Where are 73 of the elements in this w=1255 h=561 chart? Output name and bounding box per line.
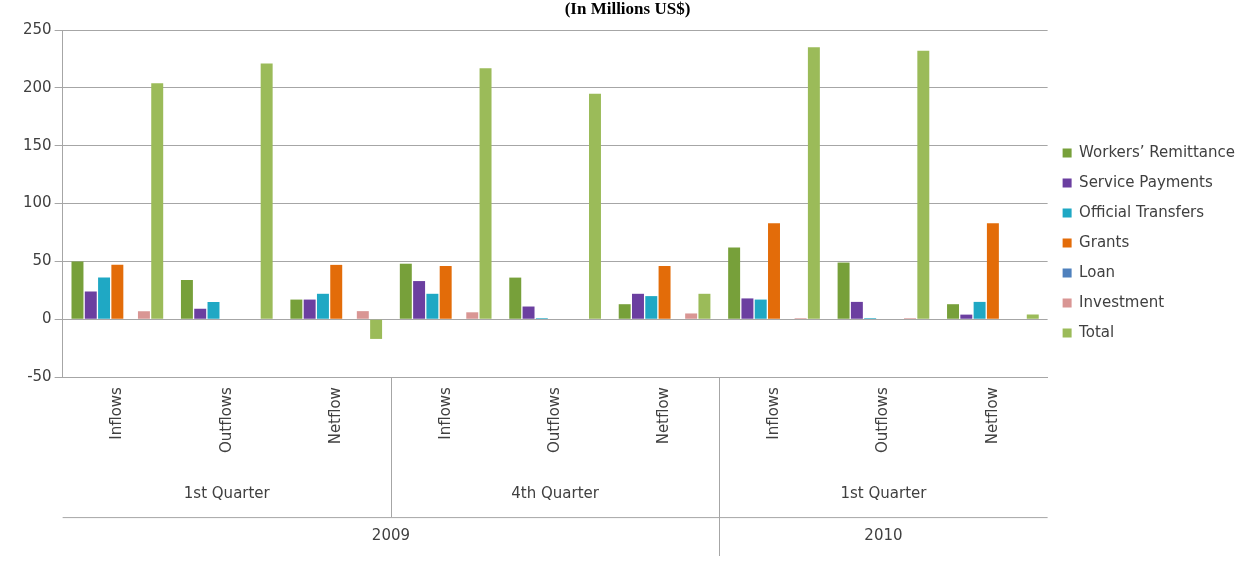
text: 2010 bbox=[864, 526, 903, 545]
y-tick-label: 100 bbox=[22, 193, 52, 212]
bar bbox=[98, 277, 111, 319]
bar bbox=[111, 264, 124, 319]
legend-label: Grants bbox=[1079, 232, 1130, 251]
bar bbox=[618, 304, 631, 319]
bar bbox=[947, 304, 959, 319]
legend-label: Service Payments bbox=[1079, 172, 1213, 191]
bar bbox=[207, 301, 220, 319]
bar bbox=[768, 223, 780, 319]
bar bbox=[439, 266, 452, 319]
legend-label: Investment bbox=[1079, 292, 1165, 311]
x-tick-label: Outflows bbox=[545, 386, 564, 453]
bar bbox=[807, 47, 820, 319]
bar bbox=[290, 299, 303, 319]
bar bbox=[71, 261, 84, 319]
bar bbox=[658, 266, 671, 319]
text: 2009 bbox=[371, 526, 411, 545]
bar bbox=[698, 293, 711, 319]
bar bbox=[522, 306, 535, 319]
bar bbox=[754, 299, 767, 319]
bar bbox=[399, 263, 412, 319]
x-tick-label: Inflows bbox=[763, 386, 782, 440]
x-tick-label: Inflows bbox=[107, 386, 126, 440]
y-tick-label: -50 bbox=[27, 366, 52, 385]
bar bbox=[426, 293, 439, 319]
bar bbox=[413, 281, 426, 319]
bar bbox=[685, 313, 698, 319]
bar bbox=[986, 223, 999, 319]
bar bbox=[180, 279, 193, 319]
bar bbox=[850, 301, 863, 319]
bar bbox=[194, 308, 207, 319]
bar bbox=[260, 63, 273, 319]
bar bbox=[330, 264, 343, 319]
bar bbox=[960, 314, 973, 319]
legend-label: Loan bbox=[1079, 262, 1116, 281]
y-tick-label: 250 bbox=[22, 19, 52, 38]
legend-label: Workers’ Remittance bbox=[1079, 142, 1235, 161]
x-tick-label: Netflow bbox=[982, 387, 1001, 445]
bar bbox=[356, 311, 369, 319]
x-tick-label: Outflows bbox=[216, 386, 235, 453]
text: 1st Quarter bbox=[183, 484, 271, 503]
bar bbox=[632, 293, 644, 319]
bar bbox=[509, 277, 522, 319]
bar bbox=[303, 299, 316, 319]
bar bbox=[84, 291, 97, 319]
x-tick-label: Netflow bbox=[654, 387, 673, 445]
bar bbox=[370, 319, 383, 339]
legend-label: Total bbox=[1078, 322, 1115, 341]
text: 1st Quarter bbox=[840, 484, 928, 503]
bar bbox=[741, 298, 754, 319]
bar bbox=[973, 301, 986, 319]
bar bbox=[1026, 314, 1039, 319]
x-tick-label: Outflows bbox=[873, 386, 892, 453]
bar bbox=[917, 50, 930, 319]
bar bbox=[728, 247, 741, 319]
x-tick-label: Inflows bbox=[435, 386, 454, 440]
bar bbox=[837, 262, 850, 319]
bar bbox=[151, 83, 164, 319]
y-tick-label: 150 bbox=[22, 135, 52, 154]
bar bbox=[466, 312, 479, 319]
y-tick-label: 50 bbox=[32, 251, 52, 270]
x-tick-label: Netflow bbox=[326, 387, 345, 445]
bar bbox=[316, 293, 329, 319]
bar bbox=[589, 93, 601, 319]
bar bbox=[479, 68, 492, 319]
y-tick-label: 200 bbox=[22, 77, 52, 96]
bar bbox=[137, 311, 150, 319]
chart-title: (In Millions US$) bbox=[563, 0, 692, 18]
text: 4th Quarter bbox=[511, 484, 600, 503]
legend-label: Official Transfers bbox=[1079, 202, 1205, 221]
bar bbox=[645, 296, 658, 319]
y-tick-label: 0 bbox=[42, 309, 52, 328]
